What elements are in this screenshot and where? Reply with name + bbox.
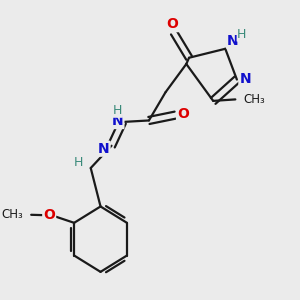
Text: O: O	[167, 17, 178, 31]
Text: N: N	[239, 72, 251, 86]
Text: O: O	[43, 208, 55, 222]
Text: N: N	[112, 114, 123, 128]
Text: H: H	[113, 104, 122, 117]
Text: CH₃: CH₃	[244, 93, 266, 106]
Text: H: H	[74, 156, 83, 169]
Text: N: N	[98, 142, 109, 156]
Text: N: N	[227, 34, 239, 48]
Text: H: H	[237, 28, 247, 41]
Text: O: O	[177, 107, 189, 121]
Text: CH₃: CH₃	[2, 208, 23, 221]
